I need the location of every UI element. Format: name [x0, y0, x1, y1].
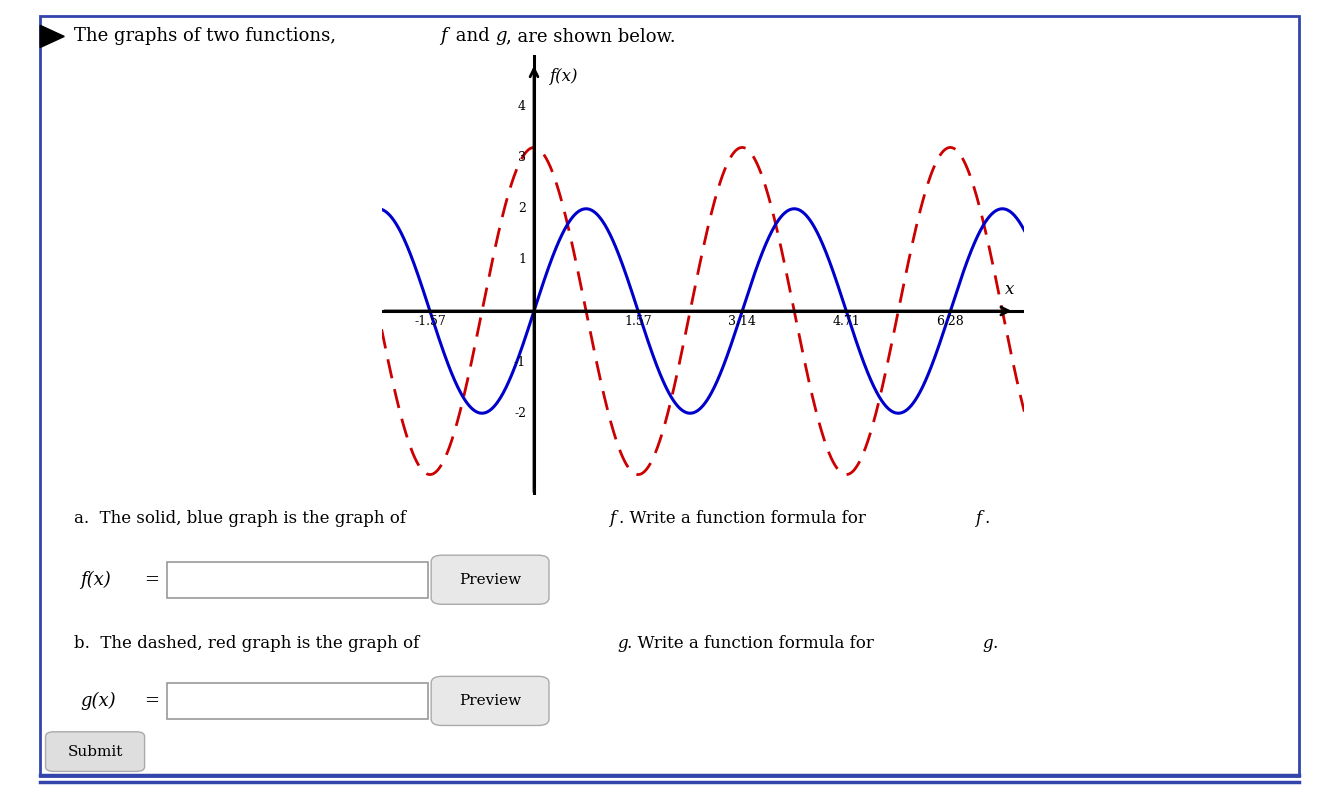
- Text: g(x): g(x): [80, 691, 116, 710]
- Polygon shape: [40, 25, 64, 48]
- Text: , are shown below.: , are shown below.: [506, 28, 676, 45]
- Text: 6.28: 6.28: [936, 315, 964, 328]
- FancyBboxPatch shape: [46, 732, 145, 771]
- Text: 2: 2: [518, 202, 526, 215]
- Text: .: .: [984, 510, 990, 527]
- Text: Submit: Submit: [67, 744, 123, 759]
- Text: f(x): f(x): [549, 68, 577, 86]
- Text: f: f: [441, 28, 446, 45]
- Text: f: f: [975, 510, 981, 527]
- Text: -2: -2: [514, 407, 526, 420]
- Text: a.  The solid, blue graph is the graph of: a. The solid, blue graph is the graph of: [74, 510, 411, 527]
- Text: and: and: [450, 28, 495, 45]
- Text: =: =: [145, 692, 159, 710]
- Text: -1: -1: [514, 356, 526, 368]
- Text: =: =: [145, 571, 159, 588]
- Text: 3: 3: [518, 151, 526, 164]
- Text: b.  The dashed, red graph is the graph of: b. The dashed, red graph is the graph of: [74, 634, 424, 652]
- Text: 1.57: 1.57: [624, 315, 652, 328]
- Text: f(x): f(x): [80, 570, 111, 589]
- FancyBboxPatch shape: [167, 683, 428, 719]
- Text: g: g: [983, 634, 994, 652]
- Text: 1: 1: [518, 253, 526, 266]
- FancyBboxPatch shape: [431, 676, 549, 725]
- Text: .: .: [992, 634, 998, 652]
- FancyBboxPatch shape: [167, 562, 428, 598]
- Text: 4.71: 4.71: [833, 315, 860, 328]
- Text: g: g: [617, 634, 628, 652]
- Text: 4: 4: [518, 100, 526, 113]
- Text: . Write a function formula for: . Write a function formula for: [619, 510, 870, 527]
- Text: The graphs of two functions,: The graphs of two functions,: [74, 28, 341, 45]
- Text: Preview: Preview: [459, 573, 521, 587]
- Text: f: f: [609, 510, 616, 527]
- Text: -1.57: -1.57: [414, 315, 446, 328]
- Text: . Write a function formula for: . Write a function formula for: [627, 634, 878, 652]
- FancyBboxPatch shape: [431, 555, 549, 604]
- Text: 3.14: 3.14: [728, 315, 757, 328]
- Text: Preview: Preview: [459, 694, 521, 708]
- Text: x: x: [1004, 281, 1014, 299]
- Text: g: g: [495, 28, 507, 45]
- FancyBboxPatch shape: [40, 16, 1299, 776]
